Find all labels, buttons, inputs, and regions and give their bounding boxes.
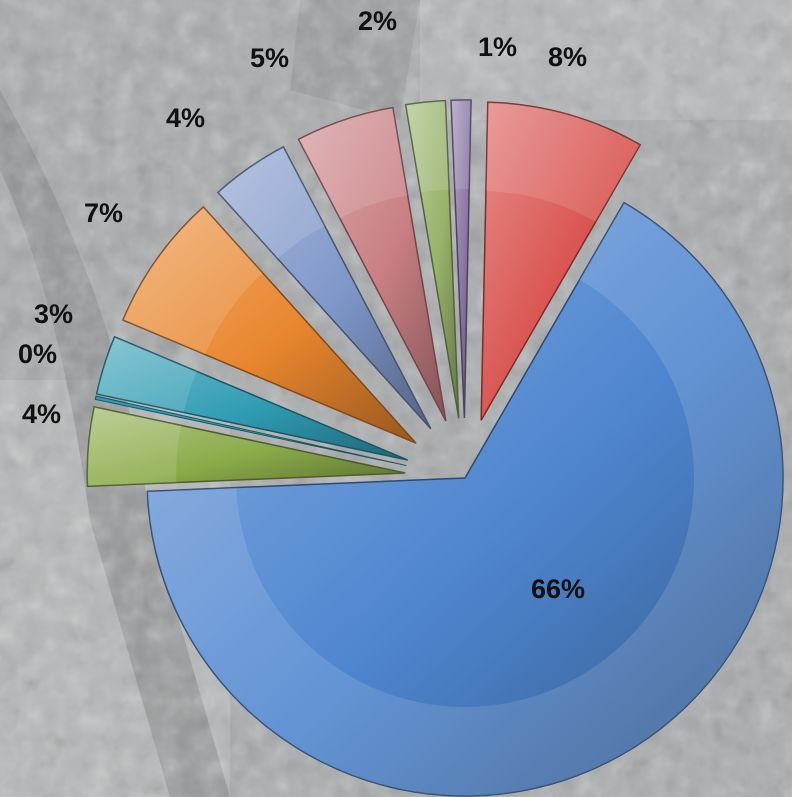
pie-slice-label-8: 1% [478, 32, 517, 62]
pie-slice-label-0: 66% [531, 574, 585, 604]
pie-slice-6 [297, 106, 447, 422]
pie-slice-4 [121, 205, 417, 444]
pie-slice-2 [94, 395, 407, 467]
pie-slice-7 [404, 99, 460, 419]
pie-slice-bevel-5 [217, 146, 325, 259]
pie-slice-label-5: 4% [166, 103, 205, 133]
pie-slice-bevel-7 [405, 100, 450, 193]
pie-slice-bevel-0 [147, 202, 784, 797]
pie-slice-5 [216, 145, 432, 430]
pie-slice-3 [95, 335, 409, 461]
pie-slice-bevel-8 [451, 100, 472, 190]
pie-slice-label-1: 4% [22, 399, 61, 429]
pie-slice-bevel-4 [122, 206, 263, 355]
pie-slice-label-9: 8% [548, 42, 587, 72]
pie-slice-bevel-6 [298, 107, 408, 219]
pie-slice-label-4: 7% [84, 198, 123, 228]
pie-slices [86, 99, 784, 797]
pie-slice-label-7: 2% [358, 6, 397, 36]
pie-slice-0 [146, 201, 784, 797]
pie-slice-label-6: 5% [250, 43, 289, 73]
pie-slice-8 [450, 99, 472, 419]
pie-slice-bevel-1 [87, 406, 182, 487]
pie-labels: 66% 4% 0% 3% 7% 4% 5% 2% 1% 8% [18, 6, 587, 604]
pie-slice-bevel-3 [96, 336, 197, 413]
pie-slice-1 [86, 405, 406, 488]
pie-slice-label-2: 0% [18, 339, 57, 369]
pie-slice-label-3: 3% [34, 299, 73, 329]
pie-slice-bevel-9 [485, 102, 641, 222]
pie-slice-9 [480, 101, 642, 421]
